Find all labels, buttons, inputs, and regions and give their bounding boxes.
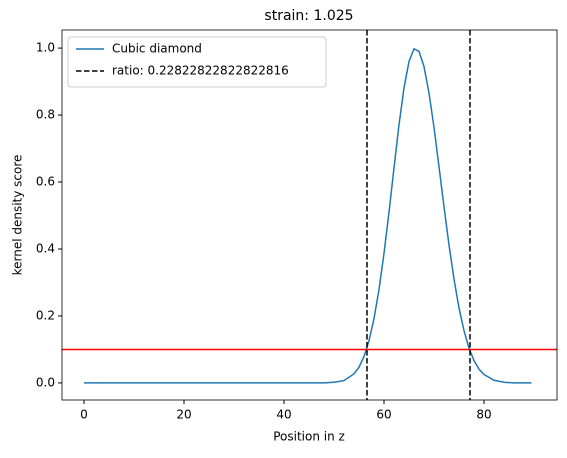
x-tick-label: 60 — [376, 408, 391, 422]
y-tick-label: 1.0 — [36, 41, 55, 55]
x-tick-label: 0 — [80, 408, 88, 422]
legend-box — [67, 36, 327, 88]
chart-title: strain: 1.025 — [264, 8, 353, 24]
y-tick-label: 0.0 — [36, 375, 55, 389]
x-axis-label: Position in z — [273, 430, 345, 444]
y-tick-label: 0.2 — [36, 308, 55, 322]
legend-label: ratio: 0.22822822822822816 — [112, 64, 289, 78]
x-tick-label: 20 — [176, 408, 191, 422]
data-line — [84, 47, 532, 384]
y-tick-label: 0.6 — [36, 175, 55, 189]
axes-frame — [61, 29, 558, 401]
legend-label: Cubic diamond — [112, 42, 202, 56]
x-tick-label: 80 — [476, 408, 491, 422]
y-tick-label: 0.4 — [36, 241, 55, 255]
y-axis-label: kernel density score — [11, 155, 25, 276]
x-tick-label: 40 — [276, 408, 291, 422]
y-tick-label: 0.8 — [36, 108, 55, 122]
